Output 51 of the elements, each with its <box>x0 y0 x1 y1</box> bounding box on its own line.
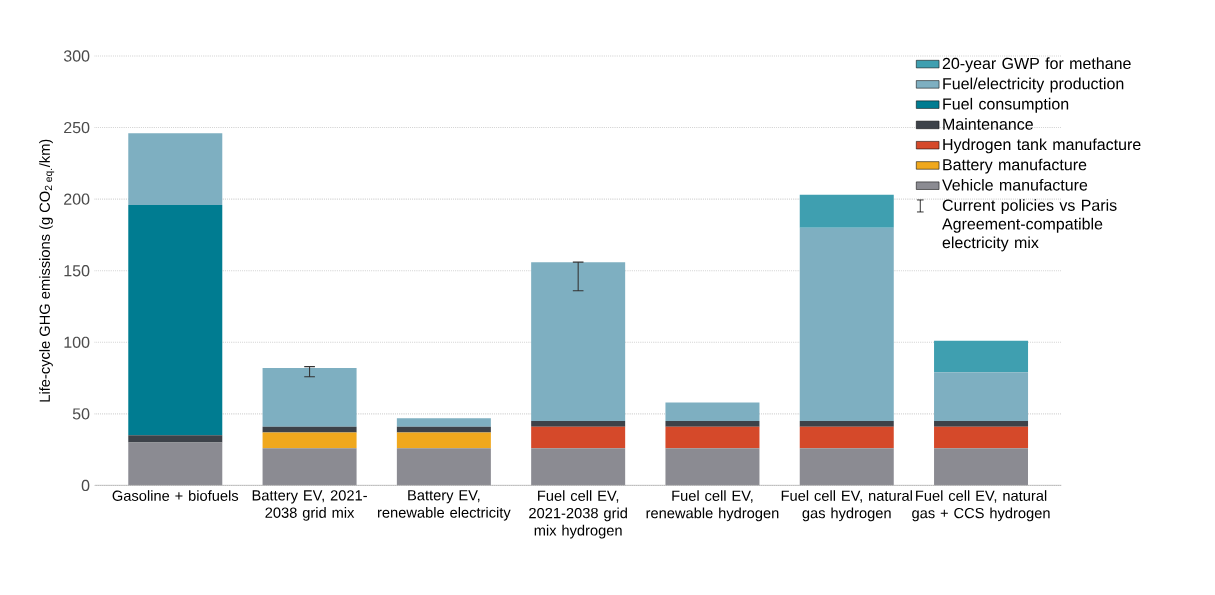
x-tick-label: Fuel cell EV, natural gas + CCS hydrogen <box>912 490 1050 522</box>
bar <box>531 421 626 427</box>
x-tick-label: Gasoline + biofuels <box>112 490 239 502</box>
y-tick-label: 300 <box>63 50 90 62</box>
y-tick-label: 100 <box>64 336 90 349</box>
y-tick-label: 50 <box>72 408 90 420</box>
y-axis-title: Life-cycle GHG emissions (g CO$_{2 eq.}$/km) <box>39 139 55 402</box>
bar <box>262 448 357 486</box>
bar <box>128 435 223 443</box>
legend-label: Vehicle manufacture <box>942 179 1088 191</box>
x-tick-label: Fuel cell EV, natural gas hydrogen <box>781 490 912 522</box>
bar <box>799 448 894 486</box>
annotation: Current policies vs Paris Agreement-compatible electricity mix <box>942 199 1117 252</box>
bar <box>128 133 223 205</box>
bar <box>799 421 894 427</box>
bar <box>531 448 626 486</box>
legend-label: Maintenance <box>943 118 1033 130</box>
bar <box>396 432 491 449</box>
bar <box>531 426 626 449</box>
x-tick-label: Battery EV, renewable electricity <box>377 490 511 521</box>
bar <box>934 372 1029 422</box>
bar <box>665 402 760 422</box>
bar <box>262 368 357 427</box>
bar <box>665 426 760 449</box>
bar <box>396 448 491 486</box>
bar <box>262 432 357 449</box>
x-tick-label: Battery EV, 2021-2038 grid mix <box>252 490 367 521</box>
x-tick-label: Fuel cell EV, renewable hydrogen <box>646 490 779 522</box>
bar <box>799 426 894 449</box>
bar <box>665 421 760 427</box>
bar <box>128 442 223 486</box>
x-tick-label: Fuel cell EV, 2021-2038 grid mix hydrogen <box>529 490 627 539</box>
y-tick-label: 150 <box>64 265 90 277</box>
bar <box>799 194 894 228</box>
bar <box>934 421 1029 427</box>
y-tick-label: 200 <box>64 193 90 205</box>
y-tick-label: 0 <box>81 479 90 492</box>
bar <box>934 340 1029 373</box>
legend-label: 20-year GWP for methane <box>942 57 1131 73</box>
legend-label: Fuel consumption <box>943 97 1069 113</box>
bar <box>934 426 1029 449</box>
bar <box>934 448 1029 486</box>
legend-label: Battery manufacture <box>943 158 1087 174</box>
legend-label: Hydrogen tank manufacture <box>943 138 1141 154</box>
bar <box>799 227 894 422</box>
bar <box>128 204 223 436</box>
bar <box>531 262 626 422</box>
bar <box>396 418 491 427</box>
y-tick-label: 250 <box>64 122 90 134</box>
legend-label: Fuel/electricity production <box>943 77 1124 93</box>
bar <box>665 448 760 486</box>
